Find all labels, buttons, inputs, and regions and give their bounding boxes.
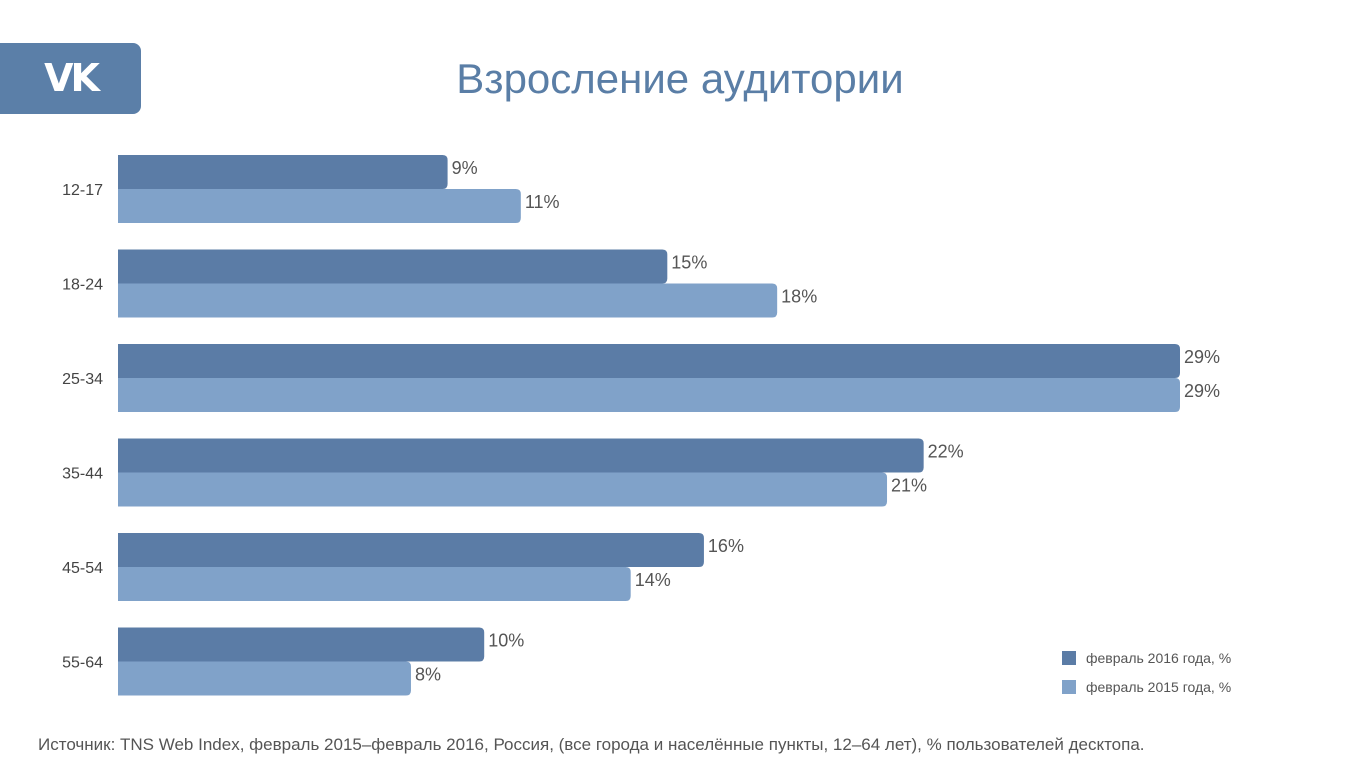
bar-25-34-series-1 <box>118 344 1180 378</box>
legend-swatch-1 <box>1062 651 1076 665</box>
category-label-12-17: 12-17 <box>62 182 103 199</box>
value-label-12-17-series-1: 9% <box>452 158 478 178</box>
value-label-35-44-series-1: 22% <box>928 442 964 462</box>
value-label-18-24-series-1: 15% <box>671 253 707 273</box>
category-label-18-24: 18-24 <box>62 277 103 294</box>
bar-chart: 12-17 9% 11% 18-24 15% 18% 25-34 29% 29% 35-44 22%… <box>62 155 1231 696</box>
bar-55-64-series-1 <box>118 627 485 662</box>
bar-45-54-series-2 <box>118 567 631 601</box>
category-label-45-54: 45-54 <box>62 560 103 577</box>
value-label-12-17-series-2: 11% <box>525 192 560 212</box>
bar-45-54-series-1 <box>118 533 704 567</box>
bar-18-24-series-2 <box>118 283 778 318</box>
bar-25-34-series-2 <box>118 378 1180 412</box>
legend-label-1: февраль 2016 года, % <box>1086 650 1231 666</box>
value-label-55-64-series-1: 10% <box>488 631 524 651</box>
source-note: Источник: TNS Web Index, февраль 2015–фе… <box>38 735 1145 754</box>
legend-swatch-2 <box>1062 680 1076 694</box>
value-label-25-34-series-2: 29% <box>1184 381 1220 401</box>
bar-12-17-series-1 <box>118 155 448 189</box>
bar-18-24-series-1 <box>118 249 668 284</box>
value-label-35-44-series-2: 21% <box>891 476 927 496</box>
value-label-18-24-series-2: 18% <box>781 287 817 307</box>
value-label-25-34-series-1: 29% <box>1184 347 1220 367</box>
vk-logo: VK <box>0 43 141 114</box>
bar-35-44-series-1 <box>118 438 924 473</box>
category-label-25-34: 25-34 <box>62 371 103 388</box>
bar-35-44-series-2 <box>118 472 888 507</box>
vk-logo-text: VK <box>44 56 100 100</box>
bar-55-64-series-2 <box>118 661 411 696</box>
value-label-45-54-series-1: 16% <box>708 536 744 556</box>
legend-label-2: февраль 2015 года, % <box>1086 679 1231 695</box>
value-label-55-64-series-2: 8% <box>415 665 441 685</box>
bar-12-17-series-2 <box>118 189 521 223</box>
page-title: Взросление аудитории <box>456 55 904 102</box>
category-label-55-64: 55-64 <box>62 655 103 672</box>
category-label-35-44: 35-44 <box>62 466 103 483</box>
value-label-45-54-series-2: 14% <box>635 570 671 590</box>
